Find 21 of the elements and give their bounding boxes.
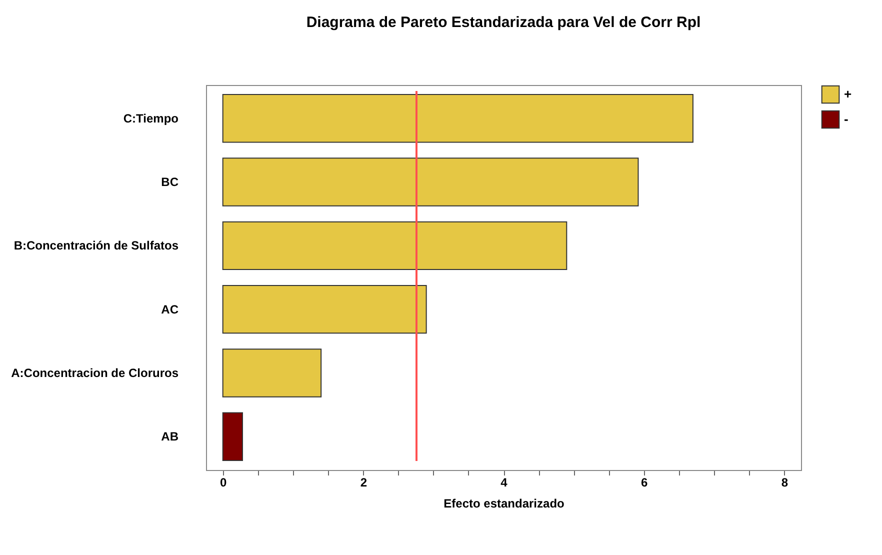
y-tick-label: C:Tiempo xyxy=(123,111,178,126)
y-tick-label: AC xyxy=(161,302,179,316)
y-tick-label: A:Concentracion de Cloruros xyxy=(11,366,179,380)
y-tick-label: BC xyxy=(161,175,179,190)
x-axis-title: Efecto estandarizado xyxy=(444,496,564,510)
bar xyxy=(222,348,322,398)
bar xyxy=(222,284,427,334)
bar xyxy=(222,94,694,143)
x-tick-label: 4 xyxy=(500,476,508,490)
bar xyxy=(222,158,639,206)
bar xyxy=(222,221,568,270)
legend-label: + xyxy=(844,86,852,102)
y-tick-label: AB xyxy=(161,430,179,444)
y-tick-label: B:Concentración de Sulfatos xyxy=(14,238,179,253)
x-tick-label: 8 xyxy=(781,476,788,490)
x-tick-label: 6 xyxy=(640,476,648,490)
chart-title: Diagrama de Pareto Estandarizada para Vel de Corr Rpl xyxy=(306,14,701,31)
bar xyxy=(222,412,243,461)
x-tick-label: 2 xyxy=(360,476,368,490)
x-tick-label: 0 xyxy=(220,476,227,490)
legend-label: - xyxy=(844,112,848,126)
